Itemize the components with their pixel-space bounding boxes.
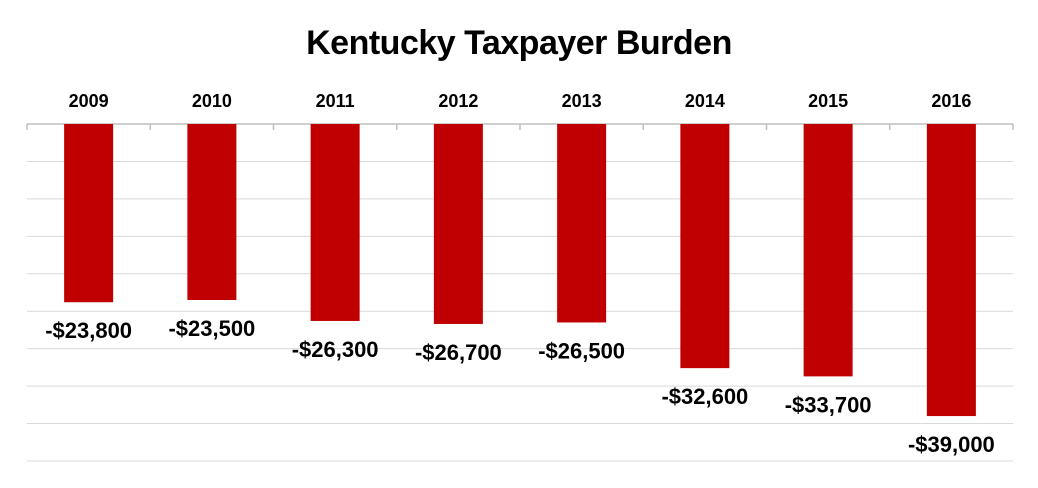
category-label: 2011 [316, 91, 355, 111]
data-label: -$39,000 [908, 432, 995, 457]
chart-title: Kentucky Taxpayer Burden [306, 24, 732, 62]
category-label: 2015 [808, 91, 848, 111]
bar-2014 [680, 124, 730, 369]
data-label: -$26,300 [292, 337, 379, 362]
data-label: -$33,700 [785, 392, 872, 417]
bar-2009 [64, 124, 114, 303]
bar-2010 [187, 124, 237, 300]
data-label: -$23,500 [168, 316, 255, 341]
bar-2015 [803, 124, 853, 377]
category-label: 2012 [438, 91, 478, 111]
data-label: -$23,800 [45, 318, 132, 343]
category-label: 2016 [931, 91, 971, 111]
category-label: 2014 [685, 91, 725, 111]
bar-2012 [433, 124, 483, 324]
bar-2013 [557, 124, 607, 323]
data-label: -$32,600 [661, 384, 748, 409]
bar-2016 [926, 124, 976, 417]
data-label: -$26,700 [415, 340, 502, 365]
category-label: 2009 [69, 91, 109, 111]
data-label: -$26,500 [538, 338, 625, 363]
bar-2011 [310, 124, 360, 321]
category-label: 2010 [192, 91, 232, 111]
category-label: 2013 [562, 91, 602, 111]
